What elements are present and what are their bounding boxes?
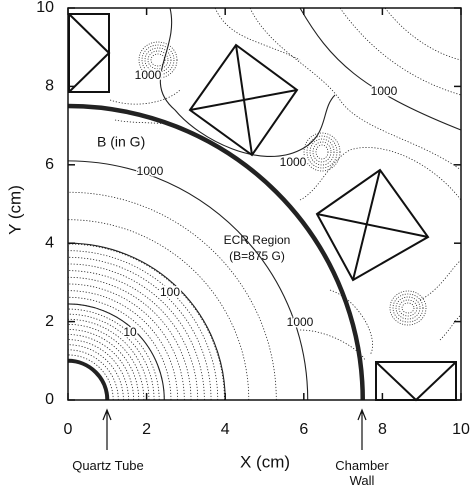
annotation: 1000 xyxy=(135,68,162,82)
contour-dotted xyxy=(299,289,373,361)
contour-blob xyxy=(389,290,427,326)
y-tick-label: 8 xyxy=(45,78,54,95)
contour-dotted xyxy=(384,7,462,61)
annotation: 1000 xyxy=(280,155,307,169)
x-tick-label: 6 xyxy=(299,421,308,438)
contour-dotted xyxy=(249,7,462,171)
contour-dotted xyxy=(67,318,150,401)
callout-label: Chamber Wall xyxy=(335,458,389,488)
contour-dotted xyxy=(67,339,129,401)
x-tick-label: 4 xyxy=(221,421,230,438)
magnet xyxy=(375,361,457,401)
contour-dotted xyxy=(67,308,160,401)
y-tick-label: 0 xyxy=(45,391,54,408)
magnet-cross xyxy=(375,361,457,402)
contour-dotted xyxy=(67,243,225,401)
contour-dotted xyxy=(109,89,186,131)
contour-dotted xyxy=(67,334,135,401)
contour-dotted xyxy=(419,259,462,341)
contour-dotted xyxy=(67,344,124,401)
contour-solid xyxy=(299,7,462,131)
contour-blob xyxy=(147,50,169,70)
y-tick-label: 10 xyxy=(36,0,54,16)
y-tick-label: 2 xyxy=(45,313,54,330)
contour-dotted xyxy=(67,349,119,401)
annotation: 1000 xyxy=(137,164,164,178)
contour-blob xyxy=(150,53,166,67)
callout-label: Quartz Tube xyxy=(72,458,144,473)
contour-dotted xyxy=(67,219,250,401)
y-tick-label: 6 xyxy=(45,156,54,173)
contour-blob xyxy=(401,302,415,314)
contour-layer xyxy=(67,7,462,401)
contour-dotted xyxy=(67,270,199,401)
quartz-tube xyxy=(67,358,110,401)
contour-dotted xyxy=(67,329,140,401)
contour-solid xyxy=(159,7,336,158)
contour-solid xyxy=(67,303,165,401)
contour-dotted xyxy=(67,313,155,401)
contour-dotted xyxy=(67,283,185,401)
contour-dotted xyxy=(67,296,172,401)
contour-blob xyxy=(306,135,338,169)
contour-blob xyxy=(144,47,172,73)
contour-dotted xyxy=(67,276,192,401)
x-tick-label: 2 xyxy=(142,421,151,438)
magnet-cross xyxy=(68,13,111,93)
chamber-wall xyxy=(67,103,365,401)
contour-solid xyxy=(67,242,226,401)
annotation: ECR Region xyxy=(224,233,291,247)
annotation: 1000 xyxy=(287,315,314,329)
magnet-cross xyxy=(316,169,429,281)
x-axis-label: X (cm) xyxy=(240,452,290,471)
y-tick-label: 4 xyxy=(45,234,54,251)
contour-blob xyxy=(141,44,175,76)
annotation: (B=875 G) xyxy=(229,249,285,263)
contour-blob xyxy=(303,132,341,172)
contour-solid xyxy=(67,160,309,401)
annotation: 1000 xyxy=(371,84,398,98)
contour-dotted xyxy=(339,7,462,96)
contour-dotted xyxy=(67,256,212,401)
callout-arrow xyxy=(357,408,367,450)
annotation: B (in G) xyxy=(97,134,145,150)
plot-frame xyxy=(67,7,462,401)
annotation: 100 xyxy=(160,285,180,299)
contour-blob xyxy=(392,293,424,323)
x-tick-label: 10 xyxy=(452,421,470,438)
x-tick-label: 0 xyxy=(64,421,73,438)
contour-dotted xyxy=(67,191,277,401)
contour-dotted xyxy=(67,323,145,401)
y-axis-label: Y (cm) xyxy=(5,185,24,235)
contour-blob xyxy=(395,296,421,320)
contour-blob xyxy=(398,299,418,317)
magnet-cross xyxy=(189,44,298,156)
contour-dotted xyxy=(67,290,179,401)
contour-blob xyxy=(138,41,178,79)
contour-blob xyxy=(315,144,329,160)
magnet xyxy=(68,13,110,93)
annotation: 10 xyxy=(123,325,137,339)
contour-dotted xyxy=(214,7,301,61)
contour-dotted xyxy=(299,147,462,201)
magnets xyxy=(68,13,457,402)
x-tick-label: 8 xyxy=(378,421,387,438)
callout-arrow xyxy=(102,408,112,450)
contour-blob xyxy=(312,141,332,163)
contour-blob xyxy=(309,138,335,166)
contour-dotted xyxy=(67,250,219,401)
